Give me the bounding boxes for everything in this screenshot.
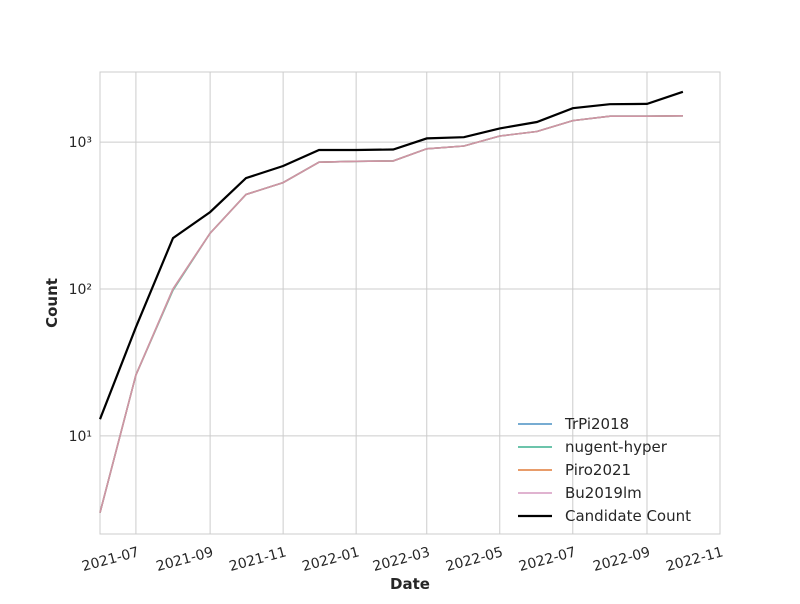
y-tick-label: 10¹	[69, 429, 92, 445]
legend-label: nugent-hyper	[565, 438, 668, 456]
y-tick-label: 10²	[69, 282, 92, 298]
x-tick-label: 2022-05	[444, 544, 505, 575]
legend-label: TrPi2018	[564, 415, 629, 433]
x-tick-label: 2021-11	[228, 544, 289, 575]
series-line	[99, 115, 683, 513]
x-tick-label: 2022-03	[371, 544, 432, 575]
x-tick-label: 2022-11	[664, 544, 725, 575]
series-line	[98, 90, 684, 420]
x-tick-label: 2022-01	[301, 544, 362, 575]
y-axis-label: Count	[43, 278, 61, 328]
legend-label: Bu2019lm	[565, 484, 642, 502]
plot-area	[99, 71, 721, 535]
x-tick-label: 2022-09	[591, 544, 652, 575]
x-tick-label: 2022-07	[517, 544, 578, 575]
x-tick-label: 2021-09	[155, 544, 216, 575]
x-tick-label: 2021-07	[80, 544, 141, 575]
legend-label: Candidate Count	[565, 507, 691, 525]
y-tick-label: 10³	[69, 135, 92, 151]
legend-label: Piro2021	[565, 461, 631, 479]
x-axis-label: Date	[390, 575, 430, 593]
